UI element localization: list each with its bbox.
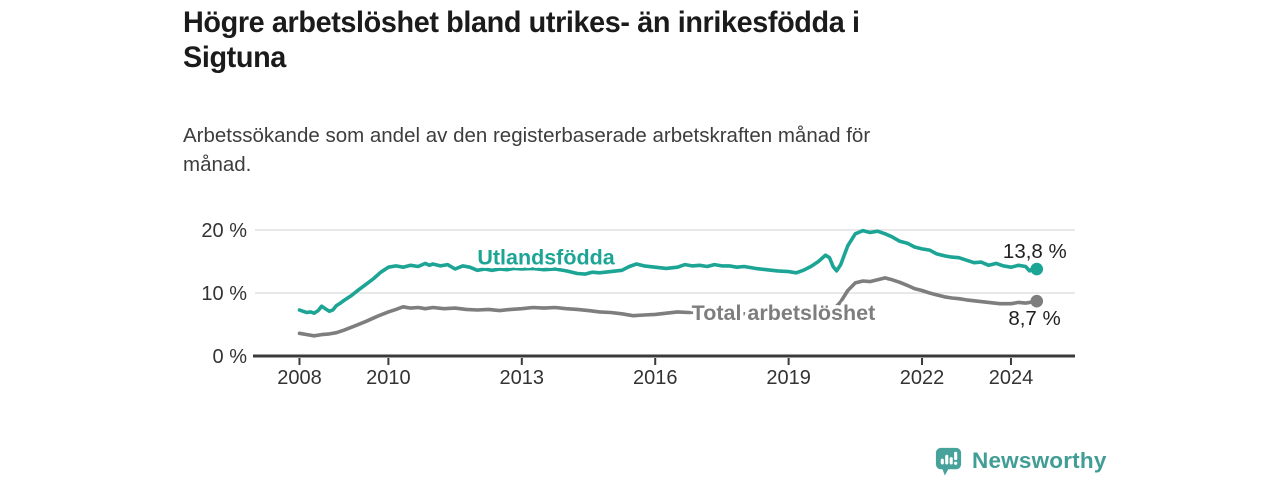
logo-bar-2: [945, 454, 949, 465]
y-tick-label-20: 20 %: [201, 220, 247, 242]
series-line-0: [297, 228, 1039, 316]
title-line-1: Högre arbetslöshet bland utrikes- än inr…: [183, 6, 860, 39]
x-tick-label-2008: 2008: [277, 367, 322, 389]
x-tick-label-2022: 2022: [900, 367, 945, 389]
series-line-1: [297, 276, 1039, 338]
unemployment-line-chart: 2008 2010 2013 2016 2019 2022 2024 0 % 10 % 20 % U…: [201, 220, 1075, 389]
newsworthy-wordmark: Newsworthy: [972, 448, 1107, 473]
x-tick-label-2016: 2016: [633, 367, 678, 389]
logo-exclamation-bar: [954, 451, 958, 461]
subtitle-line-1: Arbetssökande som andel av den registerb…: [183, 124, 871, 147]
newsworthy-icon: [935, 447, 962, 476]
speech-bubble-shape: [935, 447, 962, 476]
x-tick-label-2024: 2024: [989, 367, 1034, 389]
page-subtitle: Arbetssökande som andel av den registerb…: [183, 121, 1063, 179]
title-line-2: Sigtuna: [183, 41, 286, 74]
series-end-value-0: 13,8 %: [1003, 240, 1067, 263]
logo-bar-3: [949, 457, 953, 465]
x-tick-label-2013: 2013: [500, 367, 545, 389]
y-tick-label-0: 0 %: [213, 346, 248, 368]
x-tick-label-2019: 2019: [766, 367, 811, 389]
page-title: Högre arbetslöshet bland utrikes- än inr…: [183, 5, 1066, 75]
series-label-0: Utlandsfödda: [477, 246, 615, 270]
x-tick-label-2010: 2010: [366, 367, 411, 389]
y-tick-label-10: 10 %: [201, 283, 247, 305]
series-end-dot-1: [1030, 294, 1044, 308]
subtitle-line-2: månad.: [183, 153, 252, 176]
logo-bar-1: [940, 458, 944, 465]
logo-exclamation-dot: [954, 461, 958, 465]
series-label-1: Total arbetslöshet: [692, 301, 876, 325]
newsworthy-logo: Newsworthy: [933, 445, 1107, 477]
series-end-value-1: 8,7 %: [1008, 307, 1060, 330]
series-end-dot-0: [1030, 262, 1044, 276]
